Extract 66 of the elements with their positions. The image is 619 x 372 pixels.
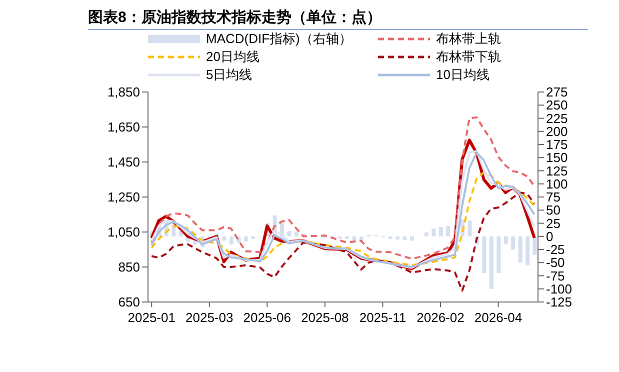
y2-tick-label: -100 bbox=[546, 281, 572, 296]
bar bbox=[518, 236, 522, 263]
bar bbox=[511, 236, 516, 250]
y2-tick-label: -50 bbox=[546, 255, 565, 270]
x-tick-label: 2025-06 bbox=[243, 310, 292, 325]
x-tick-label: 2025-11 bbox=[359, 310, 406, 325]
x-tick-label: 2026-02 bbox=[416, 310, 464, 325]
bar bbox=[251, 236, 256, 239]
line-series bbox=[150, 172, 536, 266]
bar bbox=[496, 236, 501, 274]
bar bbox=[446, 226, 450, 236]
y2-tick-label: -25 bbox=[546, 242, 565, 258]
y2-tick-label: 50 bbox=[546, 202, 560, 218]
line-series bbox=[150, 116, 536, 260]
bar bbox=[294, 232, 298, 236]
legend-label: 20日均线 bbox=[206, 48, 260, 66]
y2-tick-label: 150 bbox=[546, 150, 568, 166]
x-tick-label: 2025-01 bbox=[128, 310, 176, 325]
y2-tick-label: 275 bbox=[546, 84, 568, 100]
bar bbox=[482, 236, 486, 274]
y-tick-label: 1,650 bbox=[107, 120, 140, 135]
legend-label: 布林带下轨 bbox=[436, 48, 501, 66]
bar bbox=[244, 236, 248, 242]
legend-label: 布林带上轨 bbox=[436, 30, 501, 48]
line-series bbox=[150, 192, 536, 292]
y-tick-label: 850 bbox=[118, 260, 140, 275]
y2-tick-label: -125 bbox=[546, 294, 572, 310]
bar bbox=[287, 231, 292, 236]
bar bbox=[489, 236, 494, 289]
bar bbox=[424, 232, 428, 236]
x-tick-label: 2025-08 bbox=[301, 310, 349, 325]
bar bbox=[504, 236, 508, 244]
bar bbox=[438, 226, 443, 236]
legend-label: MACD(DIF指标)（右轴） bbox=[206, 30, 352, 48]
bar bbox=[432, 228, 436, 236]
y-tick-label: 1,450 bbox=[107, 154, 140, 170]
bar bbox=[345, 236, 349, 239]
y2-tick-label: 200 bbox=[546, 124, 568, 139]
y2-tick-label: 75 bbox=[546, 190, 560, 205]
x-tick-label: 2026-04 bbox=[474, 310, 522, 325]
y-tick-label: 1,050 bbox=[107, 224, 140, 240]
legend-label: 5日均线 bbox=[206, 66, 252, 84]
bar bbox=[402, 236, 407, 240]
x-tick-label: 2025-03 bbox=[186, 310, 234, 325]
y2-tick-label: 125 bbox=[546, 163, 568, 178]
y2-tick-label: -75 bbox=[546, 268, 565, 284]
y2-tick-label: 0 bbox=[546, 228, 554, 244]
bar bbox=[396, 236, 400, 240]
chart-title: 图表8：原油指数技术指标走势（单位：点） bbox=[88, 8, 588, 30]
y2-tick-label: 25 bbox=[546, 216, 560, 231]
y-tick-label: 1,850 bbox=[107, 84, 140, 100]
bar bbox=[388, 236, 392, 239]
bar bbox=[352, 236, 356, 241]
legend-label: 10日均线 bbox=[436, 66, 490, 84]
y-tick-label: 1,250 bbox=[107, 190, 140, 205]
bar bbox=[468, 220, 472, 236]
bar bbox=[532, 236, 537, 255]
bar bbox=[526, 236, 530, 266]
bar bbox=[222, 236, 226, 241]
y2-tick-label: 175 bbox=[546, 137, 568, 152]
bar bbox=[410, 236, 414, 241]
y2-tick-label: 250 bbox=[546, 98, 568, 113]
y-tick-label: 650 bbox=[118, 294, 140, 310]
y2-tick-label: 100 bbox=[546, 176, 568, 192]
y2-tick-label: 225 bbox=[546, 110, 568, 126]
bar bbox=[229, 236, 234, 244]
